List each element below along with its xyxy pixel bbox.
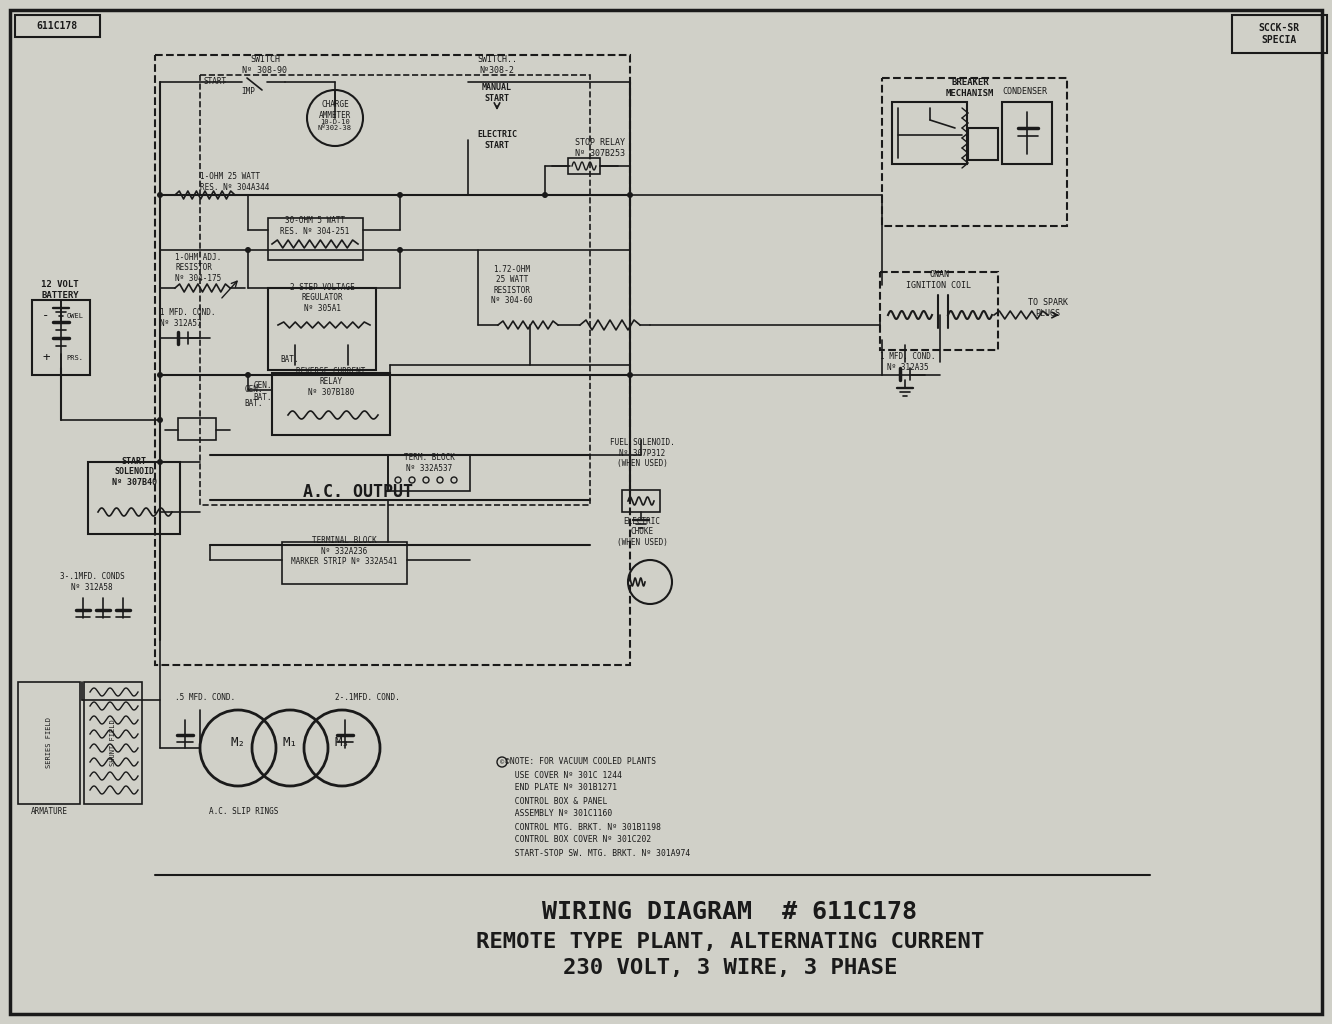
Bar	[388, 455, 470, 490]
Text: ©: ©	[500, 759, 503, 765]
Text: REVERSE CURRENT
RELAY
Nº 307B180: REVERSE CURRENT RELAY Nº 307B180	[296, 367, 366, 397]
Text: SERIES FIELD: SERIES FIELD	[47, 718, 52, 768]
Bar	[892, 102, 967, 164]
Text: START-STOP SW. MTG. BRKT. Nº 301A974: START-STOP SW. MTG. BRKT. Nº 301A974	[505, 849, 690, 857]
Text: M₂: M₂	[230, 736, 245, 750]
Circle shape	[157, 372, 163, 378]
Text: USE COVER Nº 301C 1244: USE COVER Nº 301C 1244	[505, 770, 622, 779]
Text: REMOTE TYPE PLANT, ALTERNATING CURRENT: REMOTE TYPE PLANT, ALTERNATING CURRENT	[476, 932, 984, 952]
Bar	[622, 490, 659, 512]
Text: CONTROL BOX & PANEL: CONTROL BOX & PANEL	[505, 797, 607, 806]
Text: WIRING DIAGRAM  # 611C178: WIRING DIAGRAM # 611C178	[542, 900, 918, 924]
Text: TO SPARK
PLUGS: TO SPARK PLUGS	[1028, 298, 1068, 317]
Text: TERMINAL BLOCK
Nº 332A236
MARKER STRIP Nº 332A541: TERMINAL BLOCK Nº 332A236 MARKER STRIP N…	[290, 537, 397, 566]
Text: 1 MFD. COND.
Nº 312A35: 1 MFD. COND. Nº 312A35	[880, 352, 936, 372]
Text: -: -	[43, 309, 49, 323]
Bar	[155, 55, 630, 665]
Text: ARMATURE: ARMATURE	[31, 808, 68, 816]
Circle shape	[157, 193, 163, 198]
Text: 1-OHM ADJ.
RESISTOR
Nº 304-175: 1-OHM ADJ. RESISTOR Nº 304-175	[174, 253, 221, 283]
Text: OWEL: OWEL	[67, 313, 84, 319]
Text: CONDENSER: CONDENSER	[1003, 87, 1047, 96]
Text: GEN.: GEN.	[245, 385, 262, 394]
Text: BAT.: BAT.	[254, 393, 272, 402]
Text: ONAN
IGNITION COIL: ONAN IGNITION COIL	[907, 270, 971, 290]
Text: SHUNT FIELD: SHUNT FIELD	[111, 720, 116, 766]
Text: START
SOLENOID
Nº 307B40: START SOLENOID Nº 307B40	[112, 457, 156, 486]
Text: CONTROL MTG. BRKT. Nº 301B1198: CONTROL MTG. BRKT. Nº 301B1198	[505, 822, 661, 831]
Text: 1.72-OHM
25 WATT
RESISTOR
Nº 304-60: 1.72-OHM 25 WATT RESISTOR Nº 304-60	[492, 265, 533, 305]
Text: ASSEMBLY Nº 301C1160: ASSEMBLY Nº 301C1160	[505, 810, 613, 818]
Text: 1 MFD. COND.
Nº 312A57: 1 MFD. COND. Nº 312A57	[160, 308, 216, 328]
Bar	[272, 373, 390, 435]
Text: MANUAL
START: MANUAL START	[482, 83, 511, 102]
Bar	[19, 682, 80, 804]
Text: +: +	[43, 351, 49, 365]
Text: TERM. BLOCK
Nº 332A537: TERM. BLOCK Nº 332A537	[404, 454, 454, 473]
Bar	[880, 272, 998, 350]
Circle shape	[397, 193, 404, 198]
Text: IMP: IMP	[241, 87, 254, 96]
Circle shape	[157, 417, 163, 423]
Text: M₃: M₃	[334, 736, 349, 750]
Text: SWITCH..
Nº308-2: SWITCH.. Nº308-2	[477, 55, 517, 75]
Circle shape	[627, 372, 633, 378]
Text: CHARGE
AMMETER: CHARGE AMMETER	[318, 100, 352, 120]
Text: 611C178: 611C178	[36, 22, 77, 31]
Text: START: START	[204, 78, 226, 86]
Text: 3-.1MFD. CONDS
Nº 312A58: 3-.1MFD. CONDS Nº 312A58	[60, 572, 124, 592]
Text: M₁: M₁	[282, 736, 297, 750]
Circle shape	[157, 459, 163, 465]
Text: CONTROL BOX COVER Nº 301C202: CONTROL BOX COVER Nº 301C202	[505, 836, 651, 845]
Text: A.C. OUTPUT: A.C. OUTPUT	[302, 483, 413, 501]
Text: END PLATE Nº 301B1271: END PLATE Nº 301B1271	[505, 783, 617, 793]
Text: PRS.: PRS.	[67, 355, 84, 361]
Bar	[200, 75, 590, 505]
Bar	[282, 542, 408, 584]
Text: BAT.: BAT.	[281, 355, 300, 365]
Bar	[84, 682, 143, 804]
Bar	[15, 15, 100, 37]
Text: SCCK-SR
SPECIA: SCCK-SR SPECIA	[1259, 24, 1300, 45]
Text: BAT.: BAT.	[245, 398, 262, 408]
Text: STOP RELAY
Nº 307B253: STOP RELAY Nº 307B253	[575, 138, 625, 158]
Bar	[268, 288, 376, 370]
Circle shape	[245, 247, 250, 253]
Bar	[88, 462, 180, 534]
Bar	[567, 158, 599, 174]
Circle shape	[542, 193, 547, 198]
Text: 10-D-10
Nº302-38: 10-D-10 Nº302-38	[318, 119, 352, 131]
Text: 30-OHM 5 WATT
RES. Nº 304-251: 30-OHM 5 WATT RES. Nº 304-251	[280, 216, 350, 236]
Text: BREAKER
MECHANISM: BREAKER MECHANISM	[946, 78, 994, 97]
Text: ELECTRIC
CHOKE
(WHEN USED): ELECTRIC CHOKE (WHEN USED)	[617, 517, 667, 547]
Text: ©NOTE: FOR VACUUM COOLED PLANTS: ©NOTE: FOR VACUUM COOLED PLANTS	[505, 758, 657, 767]
Text: 230 VOLT, 3 WIRE, 3 PHASE: 230 VOLT, 3 WIRE, 3 PHASE	[563, 958, 898, 978]
Text: 2-.1MFD. COND.: 2-.1MFD. COND.	[336, 693, 400, 702]
Circle shape	[397, 247, 404, 253]
Text: 1-OHM 25 WATT
RES. Nº 304A344: 1-OHM 25 WATT RES. Nº 304A344	[200, 172, 269, 191]
Bar	[882, 78, 1067, 226]
Text: SWITCH
Nº 308-90: SWITCH Nº 308-90	[242, 55, 288, 75]
Text: ELECTRIC
START: ELECTRIC START	[477, 130, 517, 150]
Bar	[32, 300, 91, 375]
Bar	[1232, 15, 1327, 53]
Text: FUEL SOLENOID.
Nº 307P312
(WHEN USED): FUEL SOLENOID. Nº 307P312 (WHEN USED)	[610, 438, 674, 468]
Bar	[968, 128, 998, 160]
Text: 2 STEP VOLTAGE
REGULATOR
Nº 305A1: 2 STEP VOLTAGE REGULATOR Nº 305A1	[289, 283, 354, 313]
Circle shape	[245, 372, 250, 378]
Bar	[178, 418, 216, 440]
Text: GEN.: GEN.	[254, 381, 272, 389]
Text: 12 VOLT
BATTERY: 12 VOLT BATTERY	[41, 281, 79, 300]
Text: .5 MFD. COND.: .5 MFD. COND.	[174, 693, 236, 702]
Bar	[268, 218, 364, 260]
Text: A.C. SLIP RINGS: A.C. SLIP RINGS	[209, 808, 278, 816]
Circle shape	[627, 193, 633, 198]
Bar	[1002, 102, 1052, 164]
